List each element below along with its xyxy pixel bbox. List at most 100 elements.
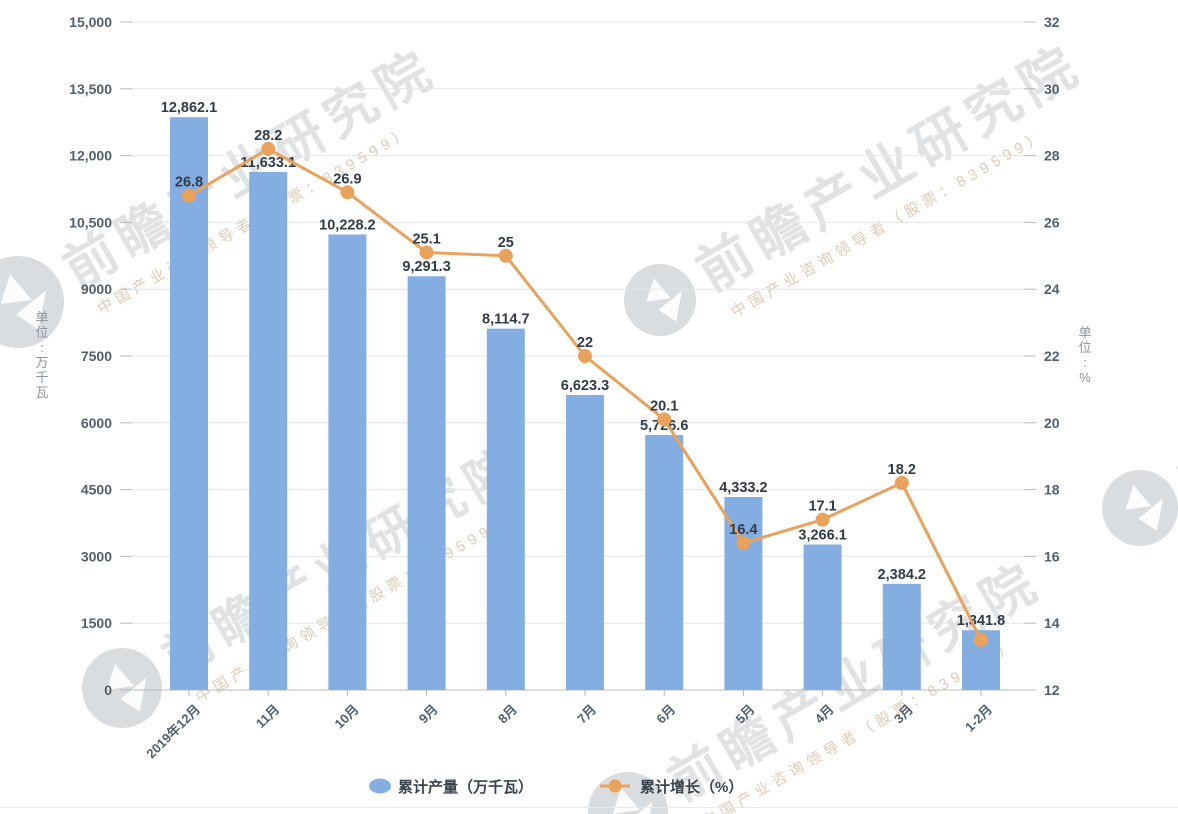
bar[interactable]	[882, 583, 921, 690]
right-axis-tick-label: 30	[1044, 81, 1060, 97]
x-axis-category-label: 9月	[416, 702, 441, 727]
watermark-logo-circle-icon	[0, 256, 64, 348]
bar-value-label: 8,114.7	[482, 312, 530, 328]
watermark-logo-circle-icon	[1102, 470, 1178, 546]
left-axis-tick-label: 7500	[81, 348, 112, 364]
watermark-bird-icon	[658, 290, 682, 322]
right-axis-tick-label: 12	[1044, 682, 1060, 698]
bar[interactable]	[803, 544, 842, 690]
left-axis-tick-label: 12,000	[69, 148, 112, 164]
x-axis-category-label: 6月	[653, 702, 678, 727]
right-axis-tick-label: 24	[1044, 281, 1060, 297]
bar-value-label: 6,623.3	[561, 378, 609, 394]
line-point[interactable]	[182, 188, 196, 203]
bar[interactable]	[724, 497, 763, 690]
right-axis-tick-label: 26	[1044, 214, 1060, 230]
bottom-divider	[0, 807, 1178, 808]
bar-value-label: 10,228.2	[319, 218, 375, 234]
right-axis-tick-label: 18	[1044, 482, 1060, 498]
left-axis-tick-label: 10,500	[69, 214, 112, 230]
right-axis-tick-label: 20	[1044, 415, 1060, 431]
bar[interactable]	[170, 117, 208, 690]
line-value-label: 28.2	[254, 128, 282, 144]
watermark-bird-icon	[1138, 498, 1164, 531]
line-value-label: 25.1	[412, 231, 440, 247]
bar[interactable]	[249, 171, 288, 691]
watermark-text: 前瞻产业研究院	[687, 34, 1093, 303]
line-value-label: 17.1	[808, 499, 836, 515]
legend-item-production[interactable]: 累计产量（万千瓦）	[369, 778, 533, 796]
watermark-bird-icon	[16, 290, 46, 330]
line-value-label: 25	[498, 235, 514, 251]
bar-value-label: 1,341.8	[957, 613, 1005, 629]
right-axis-tick-label: 14	[1044, 615, 1060, 631]
bar[interactable]	[328, 234, 367, 691]
line-point[interactable]	[974, 632, 988, 647]
left-axis-tick-label: 6000	[81, 415, 112, 431]
bar-value-label: 4,333.2	[719, 480, 767, 496]
legend-bar-marker-icon	[369, 778, 391, 794]
watermark-logo-circle-icon	[624, 264, 696, 336]
left-axis-tick-label: 9000	[81, 281, 112, 297]
watermark-logo-circle-icon	[82, 648, 162, 728]
bar-value-label: 3,266.1	[798, 528, 846, 544]
left-axis-tick-label: 1500	[81, 615, 112, 631]
right-axis-tick-label: 32	[1044, 14, 1060, 30]
x-axis-category-label: 1-2月	[962, 702, 995, 735]
bar[interactable]	[645, 434, 684, 690]
watermark-text: 前瞻产业研究院	[1170, 256, 1178, 507]
watermark-bird-icon	[626, 801, 653, 814]
line-point[interactable]	[894, 475, 909, 490]
line-value-label: 20.1	[650, 398, 678, 414]
bar-value-label: 9,291.3	[402, 259, 450, 275]
line-point[interactable]	[578, 349, 592, 363]
line-point[interactable]	[261, 141, 276, 156]
bar-value-label: 12,862.1	[161, 100, 217, 116]
legend-line-dot-icon	[608, 779, 622, 793]
bar-value-label: 11,633.1	[240, 155, 296, 171]
watermark-logo-circle-icon	[588, 772, 668, 814]
line-value-label: 26.8	[175, 175, 203, 191]
bar[interactable]	[407, 276, 446, 690]
line-value-label: 16.4	[729, 522, 757, 538]
watermark-bird-icon	[106, 663, 134, 690]
x-axis-category-label: 8月	[495, 702, 520, 727]
left-axis-title: 单位:万千瓦	[35, 310, 48, 400]
right-axis-tick-label: 28	[1044, 148, 1060, 164]
line-value-label: 26.9	[333, 171, 361, 187]
line-value-label: 18.2	[888, 462, 916, 478]
left-axis-tick-label: 4500	[81, 482, 112, 498]
watermark-bird-icon	[646, 278, 671, 302]
legend-label: 累计增长（%）	[640, 778, 743, 796]
watermark-bird-icon	[0, 274, 32, 304]
right-axis-tick-label: 22	[1044, 348, 1060, 364]
x-axis-category-label: 7月	[574, 702, 599, 727]
left-axis-tick-label: 15,000	[69, 14, 112, 30]
x-axis-category-label: 10月	[331, 702, 361, 732]
line-point[interactable]	[736, 536, 751, 551]
left-axis-tick-label: 3000	[81, 548, 112, 564]
bar[interactable]	[486, 328, 525, 690]
left-axis-tick-label: 0	[104, 682, 112, 698]
line-point[interactable]	[340, 185, 355, 200]
line-point[interactable]	[815, 512, 830, 527]
legend-label: 累计产量（万千瓦）	[398, 778, 533, 796]
line-point[interactable]	[498, 248, 513, 263]
bar[interactable]	[566, 395, 604, 690]
watermark-bird-icon	[1125, 485, 1152, 510]
x-axis-category-label: 11月	[253, 702, 283, 732]
right-axis-title: 单位:%	[1078, 325, 1091, 385]
right-axis-tick-label: 16	[1044, 548, 1060, 564]
line-point[interactable]	[657, 412, 672, 427]
line-value-label: 22	[577, 335, 593, 351]
bar-value-label: 2,384.2	[878, 567, 926, 583]
watermark-bird-icon	[120, 677, 147, 712]
line-point[interactable]	[419, 245, 434, 260]
legend-item-growth[interactable]: 累计增长（%）	[600, 778, 743, 796]
